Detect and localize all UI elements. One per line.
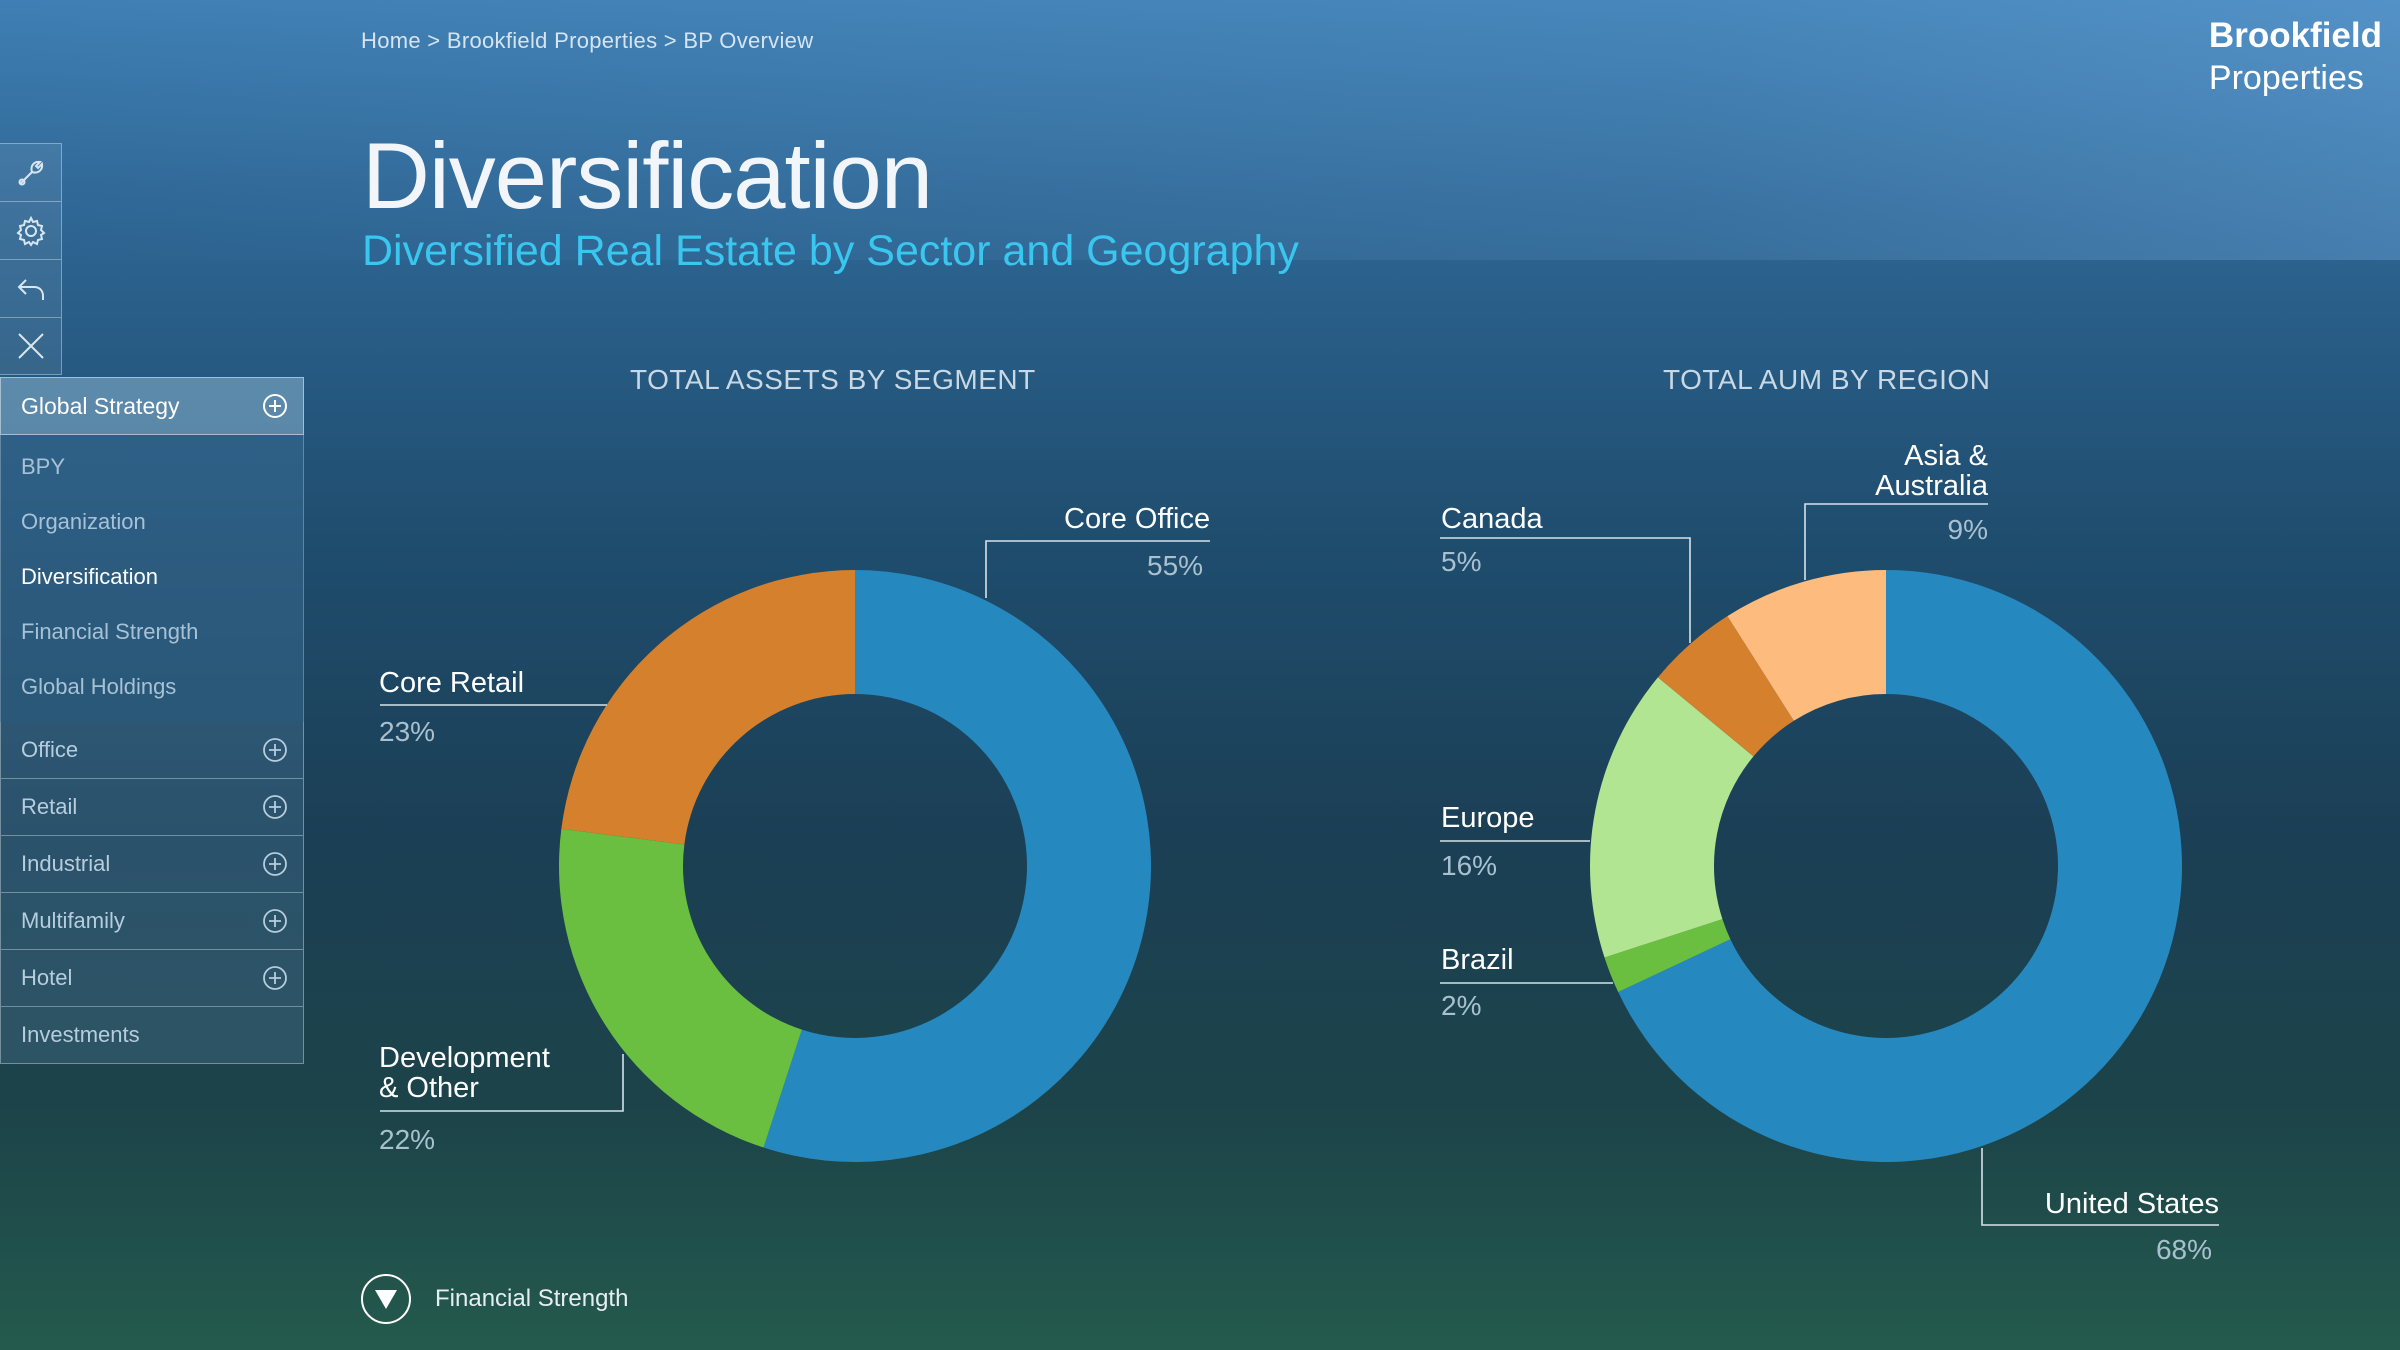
label-canada: Canada (1441, 503, 1543, 535)
leader-lines (380, 503, 2219, 1226)
next-section-button[interactable] (361, 1274, 411, 1324)
nav-item-label: Investments (21, 1022, 140, 1047)
donut-chart-region (1589, 570, 2182, 1162)
back-button[interactable] (0, 259, 62, 317)
breadcrumb[interactable]: Home > Brookfield Properties > BP Overvi… (361, 28, 814, 53)
leader-line-development (380, 1054, 624, 1112)
donut-slice-asia-australia (1727, 570, 1886, 721)
pct-core-retail: 23% (379, 716, 436, 747)
pct-canada: 5% (1441, 546, 1482, 577)
donut-slice-core-retail (561, 570, 855, 845)
leader-line-united-states (1981, 1148, 2219, 1226)
donut-slice-united-states (1618, 570, 2182, 1162)
nav-sub-item-bpy[interactable]: BPY (21, 454, 66, 479)
logo-line-1: Brookfield (2208, 16, 2382, 55)
nav-item-label: Industrial (21, 851, 111, 876)
nav-sub-item-financial-strength[interactable]: Financial Strength (21, 619, 199, 644)
label-asia-australia: Asia & Australia (1875, 440, 1988, 502)
label-europe: Europe (1441, 802, 1535, 834)
plus-circle-icon[interactable] (261, 907, 289, 935)
chart-title-region: TOTAL AUM BY REGION (1663, 364, 1991, 395)
nav-global-strategy[interactable]: Global Strategy (0, 377, 304, 435)
nav-item-industrial[interactable]: Industrial (0, 836, 304, 893)
pct-core-office: 55% (1147, 550, 1204, 581)
wrench-button[interactable] (0, 143, 62, 201)
nav-item-retail[interactable]: Retail (0, 779, 304, 836)
donut-slice-development-other (559, 828, 802, 1148)
donut-slice-brazil (1604, 919, 1731, 993)
plus-circle-icon[interactable] (261, 793, 289, 821)
leader-line-core-office (985, 540, 1210, 598)
settings-button[interactable] (0, 201, 62, 259)
donut-chart-segment (559, 570, 1152, 1162)
close-button[interactable] (0, 317, 62, 375)
pct-asia-australia: 9% (1947, 514, 1988, 545)
nav-item-label: Retail (21, 794, 78, 819)
next-section-label: Financial Strength (435, 1285, 629, 1312)
nav-item-multifamily[interactable]: Multifamily (0, 893, 304, 950)
page-title: Diversification (362, 123, 933, 228)
donut-slice-canada (1657, 616, 1794, 757)
nav-sub-item-organization[interactable]: Organization (21, 509, 146, 534)
plus-circle-icon[interactable] (261, 964, 289, 992)
plus-circle-icon[interactable] (261, 736, 289, 764)
leader-line-canada (1440, 537, 1691, 643)
close-icon (17, 333, 44, 359)
pct-development: 22% (379, 1124, 436, 1155)
donut-slice-europe (1589, 677, 1754, 958)
pct-brazil: 2% (1441, 990, 1482, 1021)
nav-sub-item-global-holdings[interactable]: Global Holdings (21, 674, 177, 699)
donut-slice-core-office (763, 570, 1152, 1162)
brand-logo: Brookfield Properties (2209, 16, 2382, 100)
plus-circle-icon[interactable] (261, 392, 289, 420)
label-core-office: Core Office (1064, 503, 1211, 535)
sidebar-nav: Global Strategy BPY Organization Diversi… (0, 377, 304, 1064)
nav-header-label: Global Strategy (21, 392, 180, 419)
nav-item-office[interactable]: Office (0, 722, 304, 779)
nav-item-hotel[interactable]: Hotel (0, 950, 304, 1007)
logo-line-2: Properties (2208, 59, 2364, 97)
nav-item-investments[interactable]: Investments (0, 1007, 304, 1064)
plus-circle-icon[interactable] (261, 850, 289, 878)
nav-item-label: Multifamily (21, 908, 125, 933)
nav-sub-item-diversification[interactable]: Diversification (21, 564, 158, 589)
page-subtitle: Diversified Real Estate by Sector and Ge… (362, 227, 1299, 275)
leader-line-asia (1804, 503, 1988, 580)
chart-title-segment: TOTAL ASSETS BY SEGMENT (630, 364, 1036, 395)
label-brazil: Brazil (1441, 944, 1514, 976)
label-core-retail: Core Retail (379, 667, 525, 699)
undo-icon (17, 278, 44, 300)
next-section-nav[interactable]: Financial Strength (361, 1274, 628, 1324)
nav-item-label: Office (21, 737, 79, 762)
pct-united-states: 68% (2155, 1234, 2212, 1265)
label-development: Development & Other (379, 1042, 550, 1104)
gear-icon (15, 215, 46, 247)
tool-strip (0, 143, 62, 375)
nav-item-label: Hotel (21, 965, 73, 990)
label-united-states: United States (2044, 1188, 2219, 1220)
pct-europe: 16% (1441, 850, 1498, 881)
nav-sub-list: BPY Organization Diversification Financi… (0, 435, 304, 722)
wrench-icon (18, 160, 43, 185)
triangle-down-icon (375, 1290, 397, 1309)
